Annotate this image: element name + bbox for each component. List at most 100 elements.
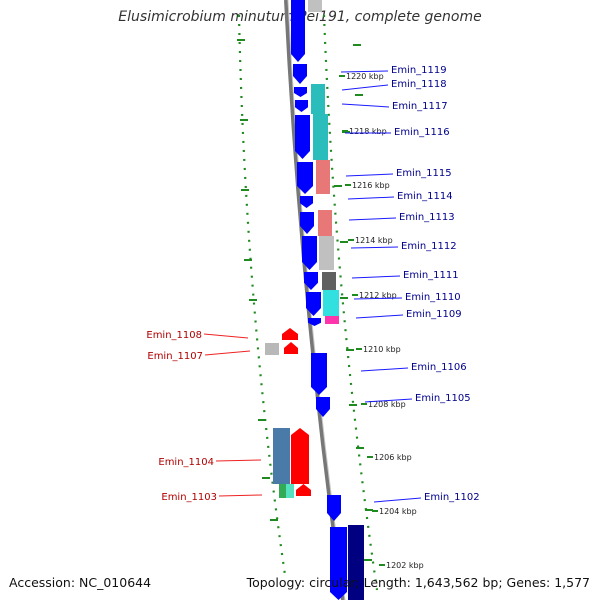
reverse-cds-arrow — [284, 342, 298, 354]
tick-label: 1208 kbp — [368, 400, 406, 409]
forward-gene-leader — [345, 173, 394, 177]
gc-dotted-line — [237, 14, 287, 576]
reverse-gene-leader — [218, 494, 263, 497]
reverse-gene-label: Emin_1103 — [161, 492, 217, 503]
forward-cds-arrow — [308, 318, 321, 326]
tick-track: 1220 kbp 1218 kbp 1216 kbp 1214 kbp 1212 kbp… — [339, 72, 424, 570]
reverse-cds-arrow — [296, 484, 311, 496]
reverse-cds-arrow — [282, 328, 298, 340]
tick-mark — [367, 456, 373, 458]
reverse-gene-label: Emin_1104 — [158, 457, 214, 468]
tick-label: 1220 kbp — [346, 72, 384, 81]
gc-dash — [262, 477, 270, 479]
gc-dash — [364, 559, 372, 561]
reverse-gene-leader — [204, 350, 251, 356]
tick-mark — [372, 510, 378, 512]
forward-gene-leader — [353, 297, 403, 300]
gc-dash — [244, 259, 252, 261]
forward-gene-label: Emin_1112 — [401, 241, 457, 252]
gc-dash — [346, 349, 354, 351]
forward-cds-arrow — [302, 236, 317, 270]
forward-cds-arrow — [295, 100, 308, 112]
tick-mark — [348, 239, 354, 241]
label-track: Emin_1119 Emin_1118 Emin_1117 Emin_1116 Emin… — [146, 65, 479, 503]
topology-label: Topology: circular; Length: 1,643,562 bp… — [246, 575, 590, 590]
forward-gene-label: Emin_1119 — [391, 65, 447, 76]
forward-gene-leader — [340, 70, 389, 73]
feature-teal — [286, 484, 294, 498]
gc-dash — [355, 94, 363, 96]
tick-label: 1206 kbp — [374, 453, 412, 462]
gc-dash — [334, 185, 342, 187]
feature-cyan — [311, 84, 325, 114]
forward-gene-label: Emin_1110 — [405, 292, 461, 303]
forward-cds-arrow — [300, 212, 314, 234]
forward-gene-leader — [341, 103, 390, 108]
forward-gene-leader — [373, 497, 422, 503]
feature-salmon — [316, 160, 330, 194]
feature-cyan — [313, 114, 328, 160]
forward-gene-label: Emin_1102 — [424, 492, 480, 503]
tick-mark — [379, 564, 385, 566]
tick-label: 1218 kbp — [349, 127, 387, 136]
tick-mark — [345, 184, 351, 186]
feature-grey — [265, 343, 279, 355]
gc-dash — [240, 119, 248, 121]
tick-label: 1202 kbp — [386, 561, 424, 570]
feature-grey — [308, 0, 322, 12]
forward-gene-leader — [364, 398, 413, 403]
gc-dash — [340, 297, 348, 299]
tick-mark — [361, 403, 367, 405]
forward-gene-label: Emin_1113 — [399, 212, 455, 223]
forward-gene-label: Emin_1118 — [391, 79, 447, 90]
gc-dotted-line — [322, 14, 379, 591]
forward-gene-leader — [360, 367, 409, 372]
tick-label: 1216 kbp — [352, 181, 390, 190]
forward-cds-dark — [348, 525, 364, 600]
feature-aqua — [323, 290, 339, 316]
forward-gene-leader — [347, 196, 395, 200]
tick-mark — [339, 75, 345, 77]
feature-pink — [325, 316, 339, 324]
gc-dash — [353, 44, 361, 46]
forward-gene-leader — [348, 217, 397, 221]
feature-darkgrey — [322, 272, 336, 290]
forward-cds-arrow — [294, 87, 307, 97]
gc-dash — [270, 519, 278, 521]
forward-gene-label: Emin_1109 — [406, 309, 462, 320]
forward-cds-arrow — [306, 292, 321, 316]
gc-dash — [349, 404, 357, 406]
accession-label: Accession: NC_010644 — [9, 575, 152, 590]
reverse-gene-leader — [203, 333, 249, 339]
forward-gene-label: Emin_1106 — [411, 362, 467, 373]
feature-steelblue — [273, 428, 290, 484]
forward-gene-label: Emin_1105 — [415, 393, 471, 404]
feature-grey — [319, 236, 334, 270]
forward-cds-arrow — [327, 495, 341, 521]
forward-gene-label: Emin_1114 — [397, 191, 453, 202]
reverse-gene-label: Emin_1107 — [147, 351, 203, 362]
feature-track — [265, 0, 364, 600]
tick-mark — [352, 294, 358, 296]
forward-gene-leader — [355, 314, 404, 319]
gc-dash — [340, 241, 348, 243]
tick-mark — [356, 348, 362, 350]
forward-cds-arrow — [295, 115, 310, 159]
tick-label: 1214 kbp — [355, 236, 393, 245]
tick-label: 1212 kbp — [359, 291, 397, 300]
tick-label: 1204 kbp — [379, 507, 417, 516]
gc-dash — [356, 447, 364, 449]
forward-gene-label: Emin_1117 — [392, 101, 448, 112]
forward-cds-arrow — [330, 527, 347, 600]
forward-cds-arrow — [311, 353, 327, 395]
forward-cds-arrow — [300, 196, 313, 208]
gc-dash — [258, 419, 266, 421]
gc-dash — [237, 39, 245, 41]
tick-label: 1210 kbp — [363, 345, 401, 354]
forward-gene-leader — [341, 84, 389, 91]
tick-mark — [342, 130, 348, 132]
forward-gene-label: Emin_1116 — [394, 127, 450, 138]
forward-cds-arrow — [304, 272, 318, 290]
forward-cds-arrow — [297, 162, 313, 194]
